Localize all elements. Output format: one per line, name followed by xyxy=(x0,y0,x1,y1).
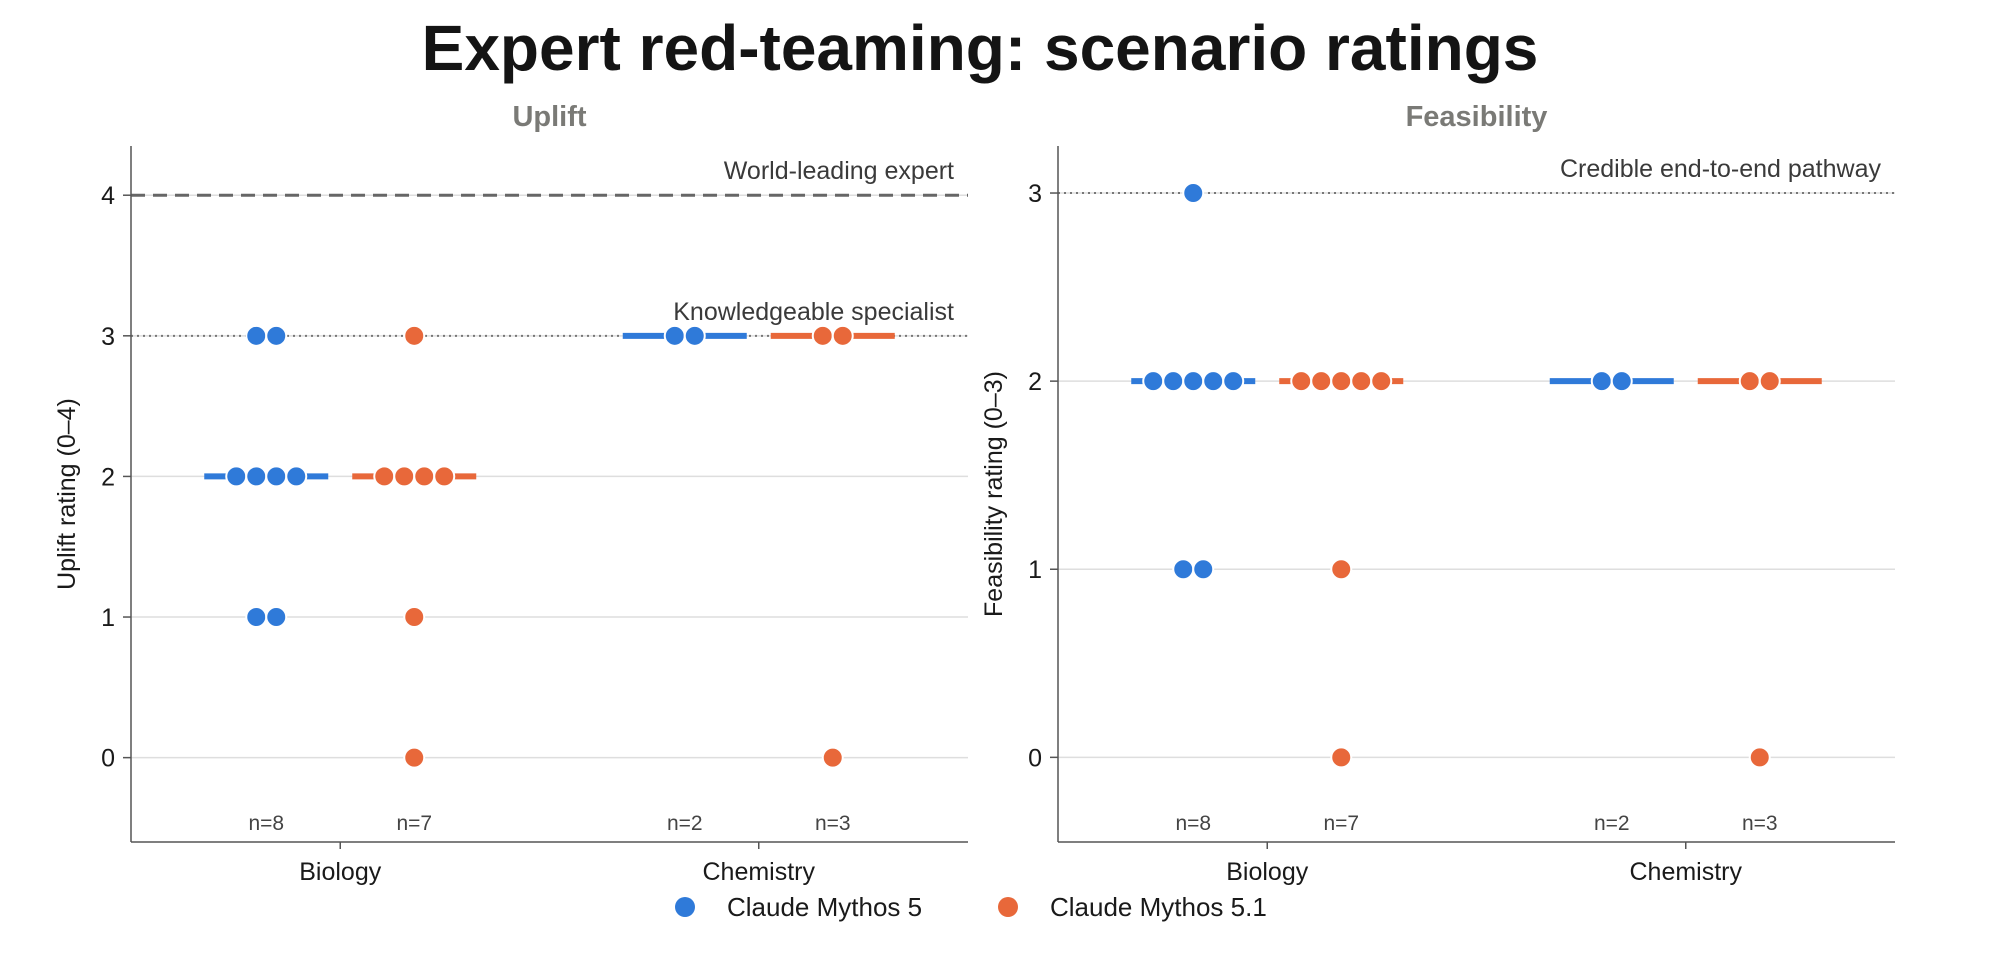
data-point xyxy=(413,465,436,488)
data-point xyxy=(1142,370,1165,393)
data-point xyxy=(683,324,706,347)
n-label: n=8 xyxy=(248,812,284,835)
data-point xyxy=(1738,370,1761,393)
legend-marker xyxy=(998,897,1018,917)
data-point xyxy=(285,465,308,488)
y-tick-label: 3 xyxy=(1028,180,1042,208)
data-point xyxy=(831,324,854,347)
n-label: n=2 xyxy=(1594,812,1630,835)
y-tick-label: 0 xyxy=(1028,744,1042,772)
data-point xyxy=(225,465,248,488)
y-tick-label: 4 xyxy=(101,182,115,210)
data-point xyxy=(1350,370,1373,393)
y-tick-label: 2 xyxy=(1028,368,1042,396)
y-axis-label: Feasibility rating (0–3) xyxy=(980,371,1008,617)
data-point xyxy=(245,465,268,488)
data-point xyxy=(265,465,288,488)
panels-layer: Uplift 0 1 2 3 4 World-leading expert Knowledge… xyxy=(53,101,1895,886)
n-label: n=7 xyxy=(396,812,432,835)
data-point xyxy=(1222,370,1245,393)
panel-title: Feasibility xyxy=(1406,101,1548,133)
data-point xyxy=(433,465,456,488)
data-point xyxy=(1370,370,1393,393)
data-point xyxy=(265,606,288,629)
y-tick-label: 1 xyxy=(101,604,115,632)
data-point xyxy=(1748,746,1771,769)
data-point xyxy=(1310,370,1333,393)
data-point xyxy=(1202,370,1225,393)
data-point xyxy=(403,606,426,629)
data-point xyxy=(1590,370,1613,393)
data-point xyxy=(403,324,426,347)
x-tick-label: Chemistry xyxy=(702,858,815,886)
data-point xyxy=(1182,182,1205,205)
x-tick-label: Biology xyxy=(1226,858,1308,886)
panel-feasibility: Feasibility 0 1 2 3 Credible end-to-end pathw… xyxy=(980,101,1895,886)
data-point xyxy=(663,324,686,347)
data-point xyxy=(245,606,268,629)
reference-label: Knowledgeable specialist xyxy=(673,298,954,326)
data-point xyxy=(1182,370,1205,393)
chart-title: Expert red-teaming: scenario ratings xyxy=(422,12,1539,84)
data-point xyxy=(373,465,396,488)
reference-label: World-leading expert xyxy=(724,157,954,185)
n-label: n=7 xyxy=(1323,812,1359,835)
data-point xyxy=(393,465,416,488)
data-point xyxy=(1290,370,1313,393)
data-point xyxy=(1330,558,1353,581)
n-label: n=3 xyxy=(815,812,851,835)
data-point xyxy=(1758,370,1781,393)
data-point xyxy=(265,324,288,347)
data-point xyxy=(1330,746,1353,769)
y-tick-label: 1 xyxy=(1028,556,1042,584)
panel-title: Uplift xyxy=(512,101,586,133)
x-tick-label: Biology xyxy=(299,858,381,886)
data-point xyxy=(1610,370,1633,393)
data-point xyxy=(1162,370,1185,393)
n-label: n=3 xyxy=(1742,812,1778,835)
data-point xyxy=(403,746,426,769)
y-tick-label: 2 xyxy=(101,463,115,491)
n-label: n=2 xyxy=(667,812,703,835)
data-point xyxy=(821,746,844,769)
reference-label: Credible end-to-end pathway xyxy=(1560,155,1882,183)
panel-uplift: Uplift 0 1 2 3 4 World-leading expert Knowledge… xyxy=(53,101,968,886)
data-point xyxy=(245,324,268,347)
legend-label: Claude Mythos 5 xyxy=(727,892,922,922)
legend-label: Claude Mythos 5.1 xyxy=(1050,892,1267,922)
legend-marker xyxy=(675,897,695,917)
data-point xyxy=(1192,558,1215,581)
data-point xyxy=(1330,370,1353,393)
data-point xyxy=(1172,558,1195,581)
data-point xyxy=(811,324,834,347)
n-label: n=8 xyxy=(1175,812,1211,835)
x-tick-label: Chemistry xyxy=(1629,858,1742,886)
y-tick-label: 3 xyxy=(101,323,115,351)
y-axis-label: Uplift rating (0–4) xyxy=(53,398,81,590)
y-tick-label: 0 xyxy=(101,745,115,773)
legend: Claude Mythos 5 Claude Mythos 5.1 xyxy=(675,892,1267,922)
